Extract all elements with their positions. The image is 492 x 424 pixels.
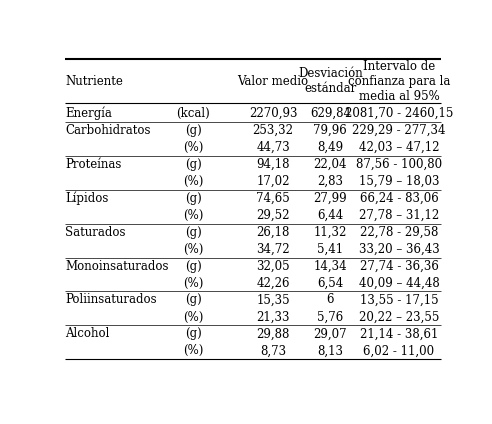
Text: 42,03 – 47,12: 42,03 – 47,12	[359, 141, 439, 153]
Text: (%): (%)	[183, 276, 203, 290]
Text: 87,56 - 100,80: 87,56 - 100,80	[356, 158, 442, 171]
Text: Saturados: Saturados	[65, 226, 126, 239]
Text: 94,18: 94,18	[256, 158, 290, 171]
Text: 6: 6	[327, 293, 334, 307]
Text: 20,22 – 23,55: 20,22 – 23,55	[359, 310, 439, 324]
Text: 17,02: 17,02	[256, 175, 290, 188]
Text: (%): (%)	[183, 209, 203, 222]
Text: 29,07: 29,07	[313, 327, 347, 340]
Text: Valor medio: Valor medio	[238, 75, 308, 88]
Text: (kcal): (kcal)	[176, 107, 210, 120]
Text: 8,73: 8,73	[260, 344, 286, 357]
Text: 2270,93: 2270,93	[249, 107, 297, 120]
Text: (g): (g)	[184, 327, 201, 340]
Text: Lípidos: Lípidos	[65, 191, 109, 205]
Text: 29,88: 29,88	[256, 327, 290, 340]
Text: 229,29 - 277,34: 229,29 - 277,34	[352, 124, 446, 137]
Text: 44,73: 44,73	[256, 141, 290, 153]
Text: 27,99: 27,99	[313, 192, 347, 205]
Text: 5,41: 5,41	[317, 243, 343, 256]
Text: (%): (%)	[183, 141, 203, 153]
Text: 6,02 - 11,00: 6,02 - 11,00	[364, 344, 434, 357]
Text: 40,09 – 44,48: 40,09 – 44,48	[359, 276, 439, 290]
Text: Alcohol: Alcohol	[65, 327, 110, 340]
Text: 32,05: 32,05	[256, 259, 290, 273]
Text: 27,78 – 31,12: 27,78 – 31,12	[359, 209, 439, 222]
Text: (%): (%)	[183, 344, 203, 357]
Text: Desviación
estándar: Desviación estándar	[298, 67, 363, 95]
Text: 27,74 - 36,36: 27,74 - 36,36	[360, 259, 438, 273]
Text: 6,54: 6,54	[317, 276, 343, 290]
Text: 66,24 - 83,06: 66,24 - 83,06	[360, 192, 438, 205]
Text: 14,34: 14,34	[313, 259, 347, 273]
Text: (g): (g)	[184, 226, 201, 239]
Text: Monoinsaturados: Monoinsaturados	[65, 259, 169, 273]
Text: 2081,70 - 2460,15: 2081,70 - 2460,15	[345, 107, 453, 120]
Text: (%): (%)	[183, 243, 203, 256]
Text: 253,32: 253,32	[252, 124, 294, 137]
Text: 33,20 – 36,43: 33,20 – 36,43	[359, 243, 439, 256]
Text: 42,26: 42,26	[256, 276, 290, 290]
Text: 8,13: 8,13	[317, 344, 343, 357]
Text: Intervalo de
confianza para la
media al 95%: Intervalo de confianza para la media al …	[348, 60, 450, 103]
Text: (g): (g)	[184, 192, 201, 205]
Text: 15,35: 15,35	[256, 293, 290, 307]
Text: 79,96: 79,96	[313, 124, 347, 137]
Text: (g): (g)	[184, 293, 201, 307]
Text: 29,52: 29,52	[256, 209, 290, 222]
Text: 22,04: 22,04	[313, 158, 347, 171]
Text: (%): (%)	[183, 175, 203, 188]
Text: Carbohidratos: Carbohidratos	[65, 124, 151, 137]
Text: 629,84: 629,84	[310, 107, 351, 120]
Text: Proteínas: Proteínas	[65, 158, 122, 171]
Text: 21,33: 21,33	[256, 310, 290, 324]
Text: (%): (%)	[183, 310, 203, 324]
Text: Energía: Energía	[65, 106, 112, 120]
Text: 2,83: 2,83	[317, 175, 343, 188]
Text: 22,78 - 29,58: 22,78 - 29,58	[360, 226, 438, 239]
Text: 34,72: 34,72	[256, 243, 290, 256]
Text: (g): (g)	[184, 124, 201, 137]
Text: 5,76: 5,76	[317, 310, 343, 324]
Text: 11,32: 11,32	[313, 226, 347, 239]
Text: 74,65: 74,65	[256, 192, 290, 205]
Text: 6,44: 6,44	[317, 209, 343, 222]
Text: (g): (g)	[184, 259, 201, 273]
Text: 26,18: 26,18	[256, 226, 290, 239]
Text: (g): (g)	[184, 158, 201, 171]
Text: Poliinsaturados: Poliinsaturados	[65, 293, 157, 307]
Text: 8,49: 8,49	[317, 141, 343, 153]
Text: 21,14 - 38,61: 21,14 - 38,61	[360, 327, 438, 340]
Text: 15,79 – 18,03: 15,79 – 18,03	[359, 175, 439, 188]
Text: 13,55 - 17,15: 13,55 - 17,15	[360, 293, 438, 307]
Text: Nutriente: Nutriente	[65, 75, 123, 88]
